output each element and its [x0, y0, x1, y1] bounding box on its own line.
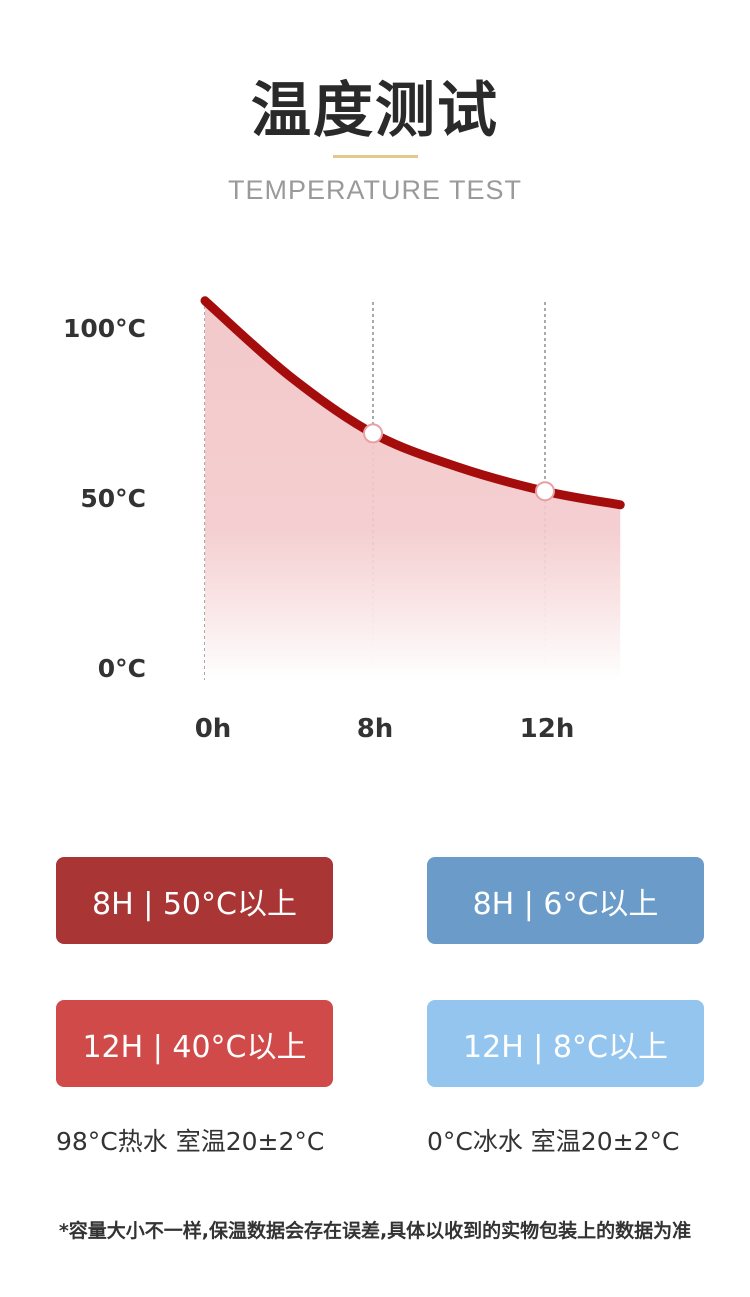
- page-title: 温度测试: [251, 76, 499, 146]
- data-point-marker: [363, 423, 383, 444]
- badge-cold-8h: 8H | 6°C以上: [427, 857, 704, 944]
- x-tick-label: 8h: [357, 714, 394, 744]
- badge-label: 12H | 8°C以上: [463, 1029, 668, 1065]
- y-tick-label: 50°C: [80, 484, 146, 513]
- data-point-marker: [535, 481, 555, 502]
- y-tick-label: 100°C: [63, 314, 146, 343]
- temperature-chart: 0°C 50°C 100°C 0h 8h 12h: [63, 296, 625, 744]
- page-subtitle: TEMPERATURE TEST: [227, 175, 523, 205]
- footnote: *容量大小不一样,保温数据会存在误差,具体以收到的实物包装上的数据为准: [58, 1220, 692, 1242]
- badge-hot-8h: 8H | 50°C以上: [56, 857, 333, 944]
- caption-hot: 98°C热水 室温20±2°C: [56, 1127, 325, 1156]
- caption-cold: 0°C冰水 室温20±2°C: [427, 1127, 680, 1156]
- badge-hot-12h: 12H | 40°C以上: [56, 1000, 333, 1087]
- y-tick-label: 0°C: [98, 654, 146, 683]
- x-tick-label: 12h: [520, 714, 575, 744]
- x-tick-label: 0h: [195, 714, 232, 744]
- badge-label: 12H | 40°C以上: [82, 1029, 307, 1065]
- badge-label: 8H | 50°C以上: [92, 886, 297, 922]
- badge-label: 8H | 6°C以上: [472, 886, 659, 922]
- divider: [333, 155, 418, 158]
- badge-cold-12h: 12H | 8°C以上: [427, 1000, 704, 1087]
